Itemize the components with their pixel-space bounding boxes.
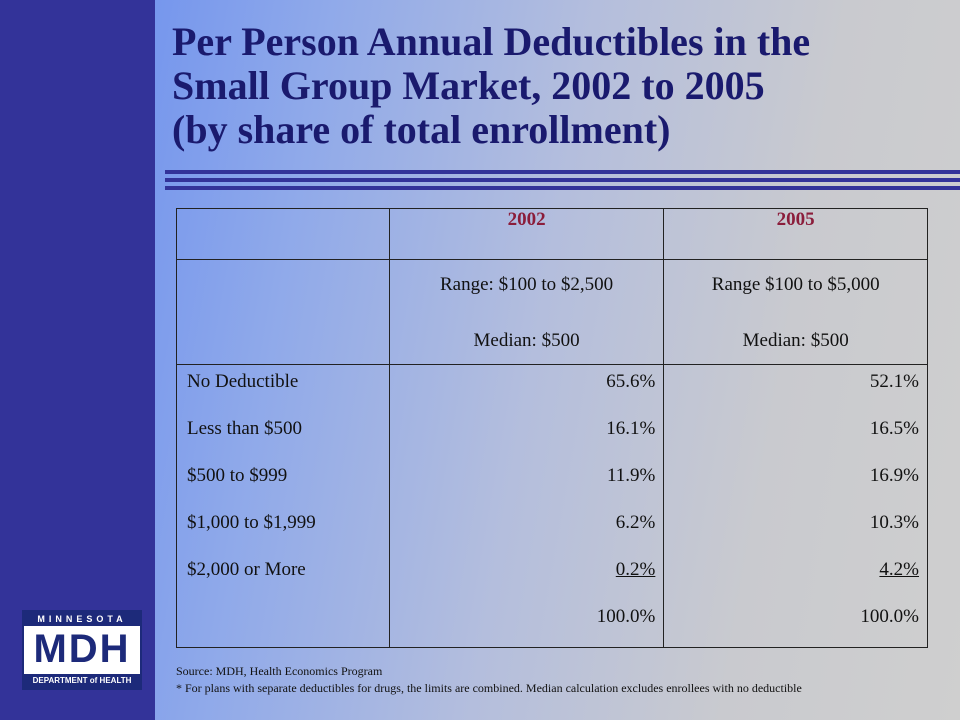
title-line-3: (by share of total enrollment) <box>172 107 671 152</box>
value-2005: 16.9% <box>869 465 919 486</box>
values-2005: 52.1% 16.5% 16.9% 10.3% 4.2% 100.0% <box>663 364 928 648</box>
range-row: Range: $100 to $2,500 Median: $500 Range… <box>176 259 928 365</box>
value-2002: 11.9% <box>606 465 656 486</box>
range-2002-cell: Range: $100 to $2,500 Median: $500 <box>388 259 665 365</box>
value-2005: 10.3% <box>869 512 919 533</box>
source-line: Source: MDH, Health Economics Program <box>176 664 383 678</box>
value-2005: 52.1% <box>869 371 919 392</box>
sidebar-band <box>0 0 155 720</box>
total-2005: 100.0% <box>860 606 919 627</box>
footnote: * For plans with separate deductibles fo… <box>176 681 802 695</box>
logo-state-text: MINNESOTA <box>24 612 140 626</box>
title-line-2: Small Group Market, 2002 to 2005 <box>172 63 765 108</box>
total-2002: 100.0% <box>596 606 656 627</box>
title-line-1: Per Person Annual Deductibles in the <box>172 19 811 64</box>
median-2005: Median: $500 <box>742 330 849 351</box>
value-2002: 16.1% <box>606 418 656 439</box>
value-2005: 4.2% <box>879 559 919 580</box>
year-header-row: 2002 2005 <box>176 208 928 260</box>
source-note: Source: MDH, Health Economics Program * … <box>176 663 916 697</box>
logo-mdh-text: MDH <box>33 627 131 671</box>
mdh-logo: MINNESOTA MDH DEPARTMENT of HEALTH <box>22 610 142 690</box>
value-2002: 6.2% <box>615 512 656 533</box>
row-label: $2,000 or More <box>187 559 306 580</box>
value-2005: 16.5% <box>869 418 919 439</box>
median-2002: Median: $500 <box>473 330 580 351</box>
value-2002: 65.6% <box>606 371 656 392</box>
values-2002: 65.6% 16.1% 11.9% 6.2% 0.2% 100.0% <box>388 364 665 648</box>
year-2005-header: 2005 <box>663 208 928 260</box>
range-2005: Range $100 to $5,000 <box>711 274 880 295</box>
row-label: Less than $500 <box>187 418 303 439</box>
row-label: No Deductible <box>187 371 299 392</box>
row-label: $1,000 to $1,999 <box>187 512 316 533</box>
logo-department-text: DEPARTMENT of HEALTH <box>24 674 140 688</box>
range-2002: Range: $100 to $2,500 <box>440 274 614 295</box>
year-2002-header: 2002 <box>388 208 665 260</box>
row-label: $500 to $999 <box>187 465 288 486</box>
data-body-row: No Deductible Less than $500 $500 to $99… <box>176 364 928 648</box>
range-empty-cell <box>176 259 390 365</box>
title-divider <box>165 170 960 190</box>
header-empty-cell <box>176 208 390 260</box>
deductibles-table: 2002 2005 Range: $100 to $2,500 Median: … <box>176 208 928 648</box>
range-2005-cell: Range $100 to $5,000 Median: $500 <box>663 259 928 365</box>
deductible-labels: No Deductible Less than $500 $500 to $99… <box>176 364 390 648</box>
value-2002: 0.2% <box>615 559 656 580</box>
slide-title: Per Person Annual Deductibles in the Sma… <box>172 20 942 152</box>
